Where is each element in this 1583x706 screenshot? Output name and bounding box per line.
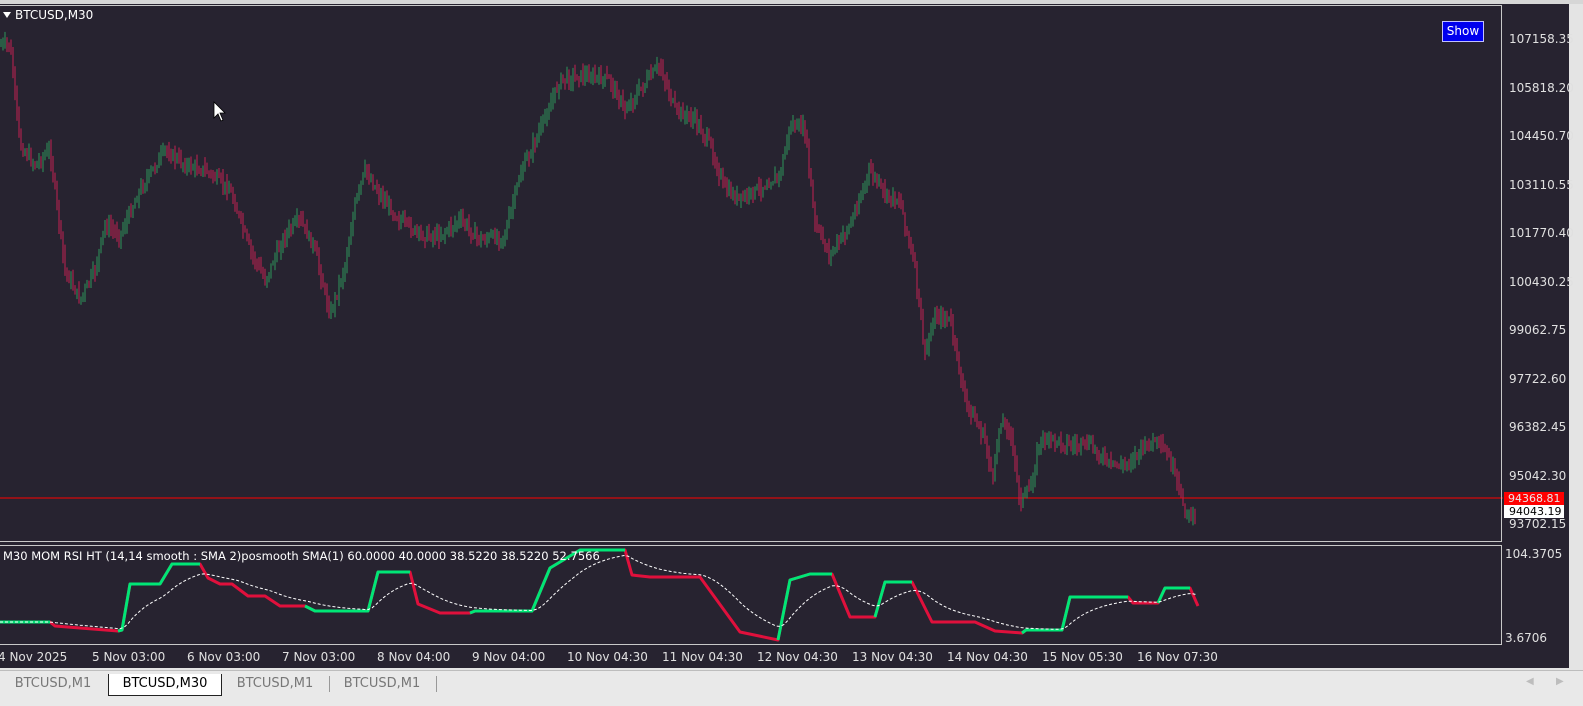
rsi-line-rising	[304, 570, 410, 613]
window-top-strip	[0, 0, 1583, 4]
time-axis-label: 15 Nov 05:30	[1042, 650, 1123, 664]
chevron-right-icon[interactable]: ▶	[1556, 676, 1564, 687]
price-axis-label: 99062.75	[1509, 323, 1567, 337]
time-axis-label: 6 Nov 03:00	[187, 650, 261, 664]
chart-symbol-title[interactable]: BTCUSD,M30	[3, 8, 93, 22]
tab-btcusd-m1-2[interactable]: BTCUSD,M1	[236, 676, 314, 691]
rsi-line-rising	[469, 548, 625, 615]
tab-btcusd-m1-3[interactable]: BTCUSD,M1	[343, 676, 421, 691]
rsi-line-rising	[1021, 595, 1128, 635]
ask-price-tag: 94043.19	[1504, 505, 1564, 518]
price-axis-label: 96382.45	[1509, 420, 1567, 434]
price-axis[interactable]	[1503, 4, 1569, 668]
indicator-lines	[0, 548, 1200, 642]
symbol-title-label: BTCUSD,M30	[15, 8, 94, 22]
time-axis-label: 11 Nov 04:30	[662, 650, 743, 664]
chart-area[interactable]	[0, 4, 1569, 668]
tab-separator	[436, 676, 437, 692]
price-axis-label: 101770.40	[1509, 226, 1574, 240]
candlestick-series	[0, 31, 1196, 526]
time-axis-label: 12 Nov 04:30	[757, 650, 838, 664]
tab-separator	[329, 676, 330, 692]
main-chart-frame	[0, 5, 1502, 542]
time-axis-label: 8 Nov 04:00	[377, 650, 451, 664]
rsi-line-rising	[117, 562, 200, 633]
price-axis-label: 95042.30	[1509, 469, 1567, 483]
time-axis-label: 16 Nov 07:30	[1137, 650, 1218, 664]
rsi-line-rising	[776, 572, 832, 641]
price-axis-label: 97722.60	[1509, 372, 1567, 386]
price-axis-label: 100430.25	[1509, 275, 1574, 289]
time-axis-label: 4 Nov 2025	[0, 650, 68, 664]
indicator-subwindow-frame	[0, 545, 1502, 645]
time-axis-label: 13 Nov 04:30	[852, 650, 933, 664]
price-axis-label: 103110.55	[1509, 178, 1574, 192]
chart-tab-bar: BTCUSD,M1 BTCUSD,M30 BTCUSD,M1 BTCUSD,M1	[0, 670, 1583, 706]
triangle-down-icon[interactable]	[3, 12, 11, 18]
rsi-line-rising	[1156, 586, 1190, 604]
indicator-scale-top: 104.3705	[1505, 547, 1563, 561]
bid-price-tag: 94368.81	[1504, 492, 1564, 505]
price-axis-label: 93702.15	[1509, 517, 1567, 531]
signal-line	[0, 554, 1197, 630]
show-button[interactable]: Show	[1442, 21, 1484, 42]
indicator-scale-bottom: 3.6706	[1505, 631, 1547, 645]
time-axis-label: 5 Nov 03:00	[92, 650, 166, 664]
time-axis-label: 9 Nov 04:00	[472, 650, 546, 664]
mouse-pointer-icon	[213, 101, 226, 122]
price-axis-label: 104450.70	[1509, 129, 1574, 143]
tab-btcusd-m1[interactable]: BTCUSD,M1	[14, 676, 92, 691]
time-axis-label: 10 Nov 04:30	[567, 650, 648, 664]
tab-btcusd-m30[interactable]: BTCUSD,M30	[108, 674, 222, 696]
indicator-title: M30 MOM RSI HT (14,14 smooth : SMA 2)pos…	[3, 549, 600, 563]
chevron-left-icon[interactable]: ◀	[1526, 676, 1534, 687]
time-axis-label: 7 Nov 03:00	[282, 650, 356, 664]
time-axis-label: 14 Nov 04:30	[947, 650, 1028, 664]
price-axis-label: 107158.35	[1509, 32, 1574, 46]
price-axis-label: 105818.20	[1509, 81, 1574, 95]
